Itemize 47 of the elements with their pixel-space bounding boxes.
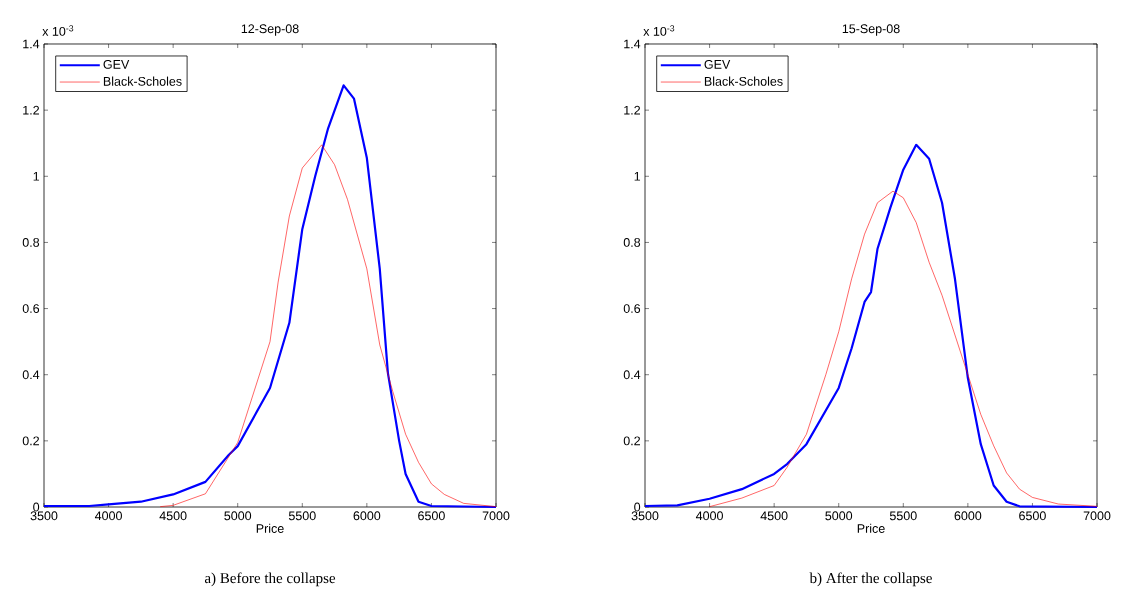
legend-label: GEV [704,59,731,69]
y-tick-label: 0.6 [623,304,641,313]
y-tick-label: 0.6 [22,304,40,313]
y-tick-label: 0.8 [623,238,641,247]
y-tick-label: 0 [33,502,40,512]
x-axis-title: Price [256,523,284,533]
y-tick-label: 0.2 [623,436,641,446]
y-tick-label: 0.4 [22,370,40,380]
y-tick-label: 1.4 [624,39,641,49]
x-tick-label: 4500 [760,511,788,521]
x-tick-label: 3500 [30,511,58,521]
x-tick-label: 3500 [631,511,659,521]
x-axis-title: Price [857,523,885,533]
x-tick-label: 5000 [224,511,252,521]
x-tick-label: 7000 [1083,511,1111,521]
text: a) Before the collapse [204,572,336,587]
y-tick-label: 1 [634,171,641,181]
x-tick-label: 4500 [159,511,187,521]
text: x 10$^{-3}$ [42,25,74,36]
chart-title: 12-Sep-08 [241,24,299,36]
line-series [643,143,1099,509]
x-tick-label: 4000 [94,511,122,521]
y-tick-label: 1.2 [624,105,641,115]
line-series [159,144,497,507]
legend-label: Black-Scholes [704,76,783,86]
y-tick-label: 1.2 [23,105,39,115]
y-tick-label: 0 [634,502,641,512]
x-tick-label: 5000 [825,511,853,521]
y-tick-label: 0.4 [623,370,641,380]
x-tick-label: 5500 [889,511,917,521]
x-tick-label: 6000 [954,511,982,521]
x-tick-label: 4000 [695,511,723,521]
y-tick-label: 0.8 [22,238,40,247]
x-tick-label: 6000 [353,511,381,521]
chart-title: 15-Sep-08 [842,24,900,36]
legend-label: GEV [103,59,130,69]
y-tick-label: 1.4 [23,39,40,49]
x-tick-label: 6500 [1019,511,1046,521]
y-tick-label: 0.2 [22,436,39,446]
line-series [42,84,498,509]
legend-label: Black-Scholes [103,76,182,86]
x-tick-label: 7000 [482,511,510,521]
y-tick-label: 1 [33,171,40,181]
text: b) After the collapse [809,572,932,587]
x-tick-label: 5500 [288,511,316,521]
text: x 10$^{-3}$ [643,25,675,36]
x-tick-label: 6500 [418,511,445,521]
